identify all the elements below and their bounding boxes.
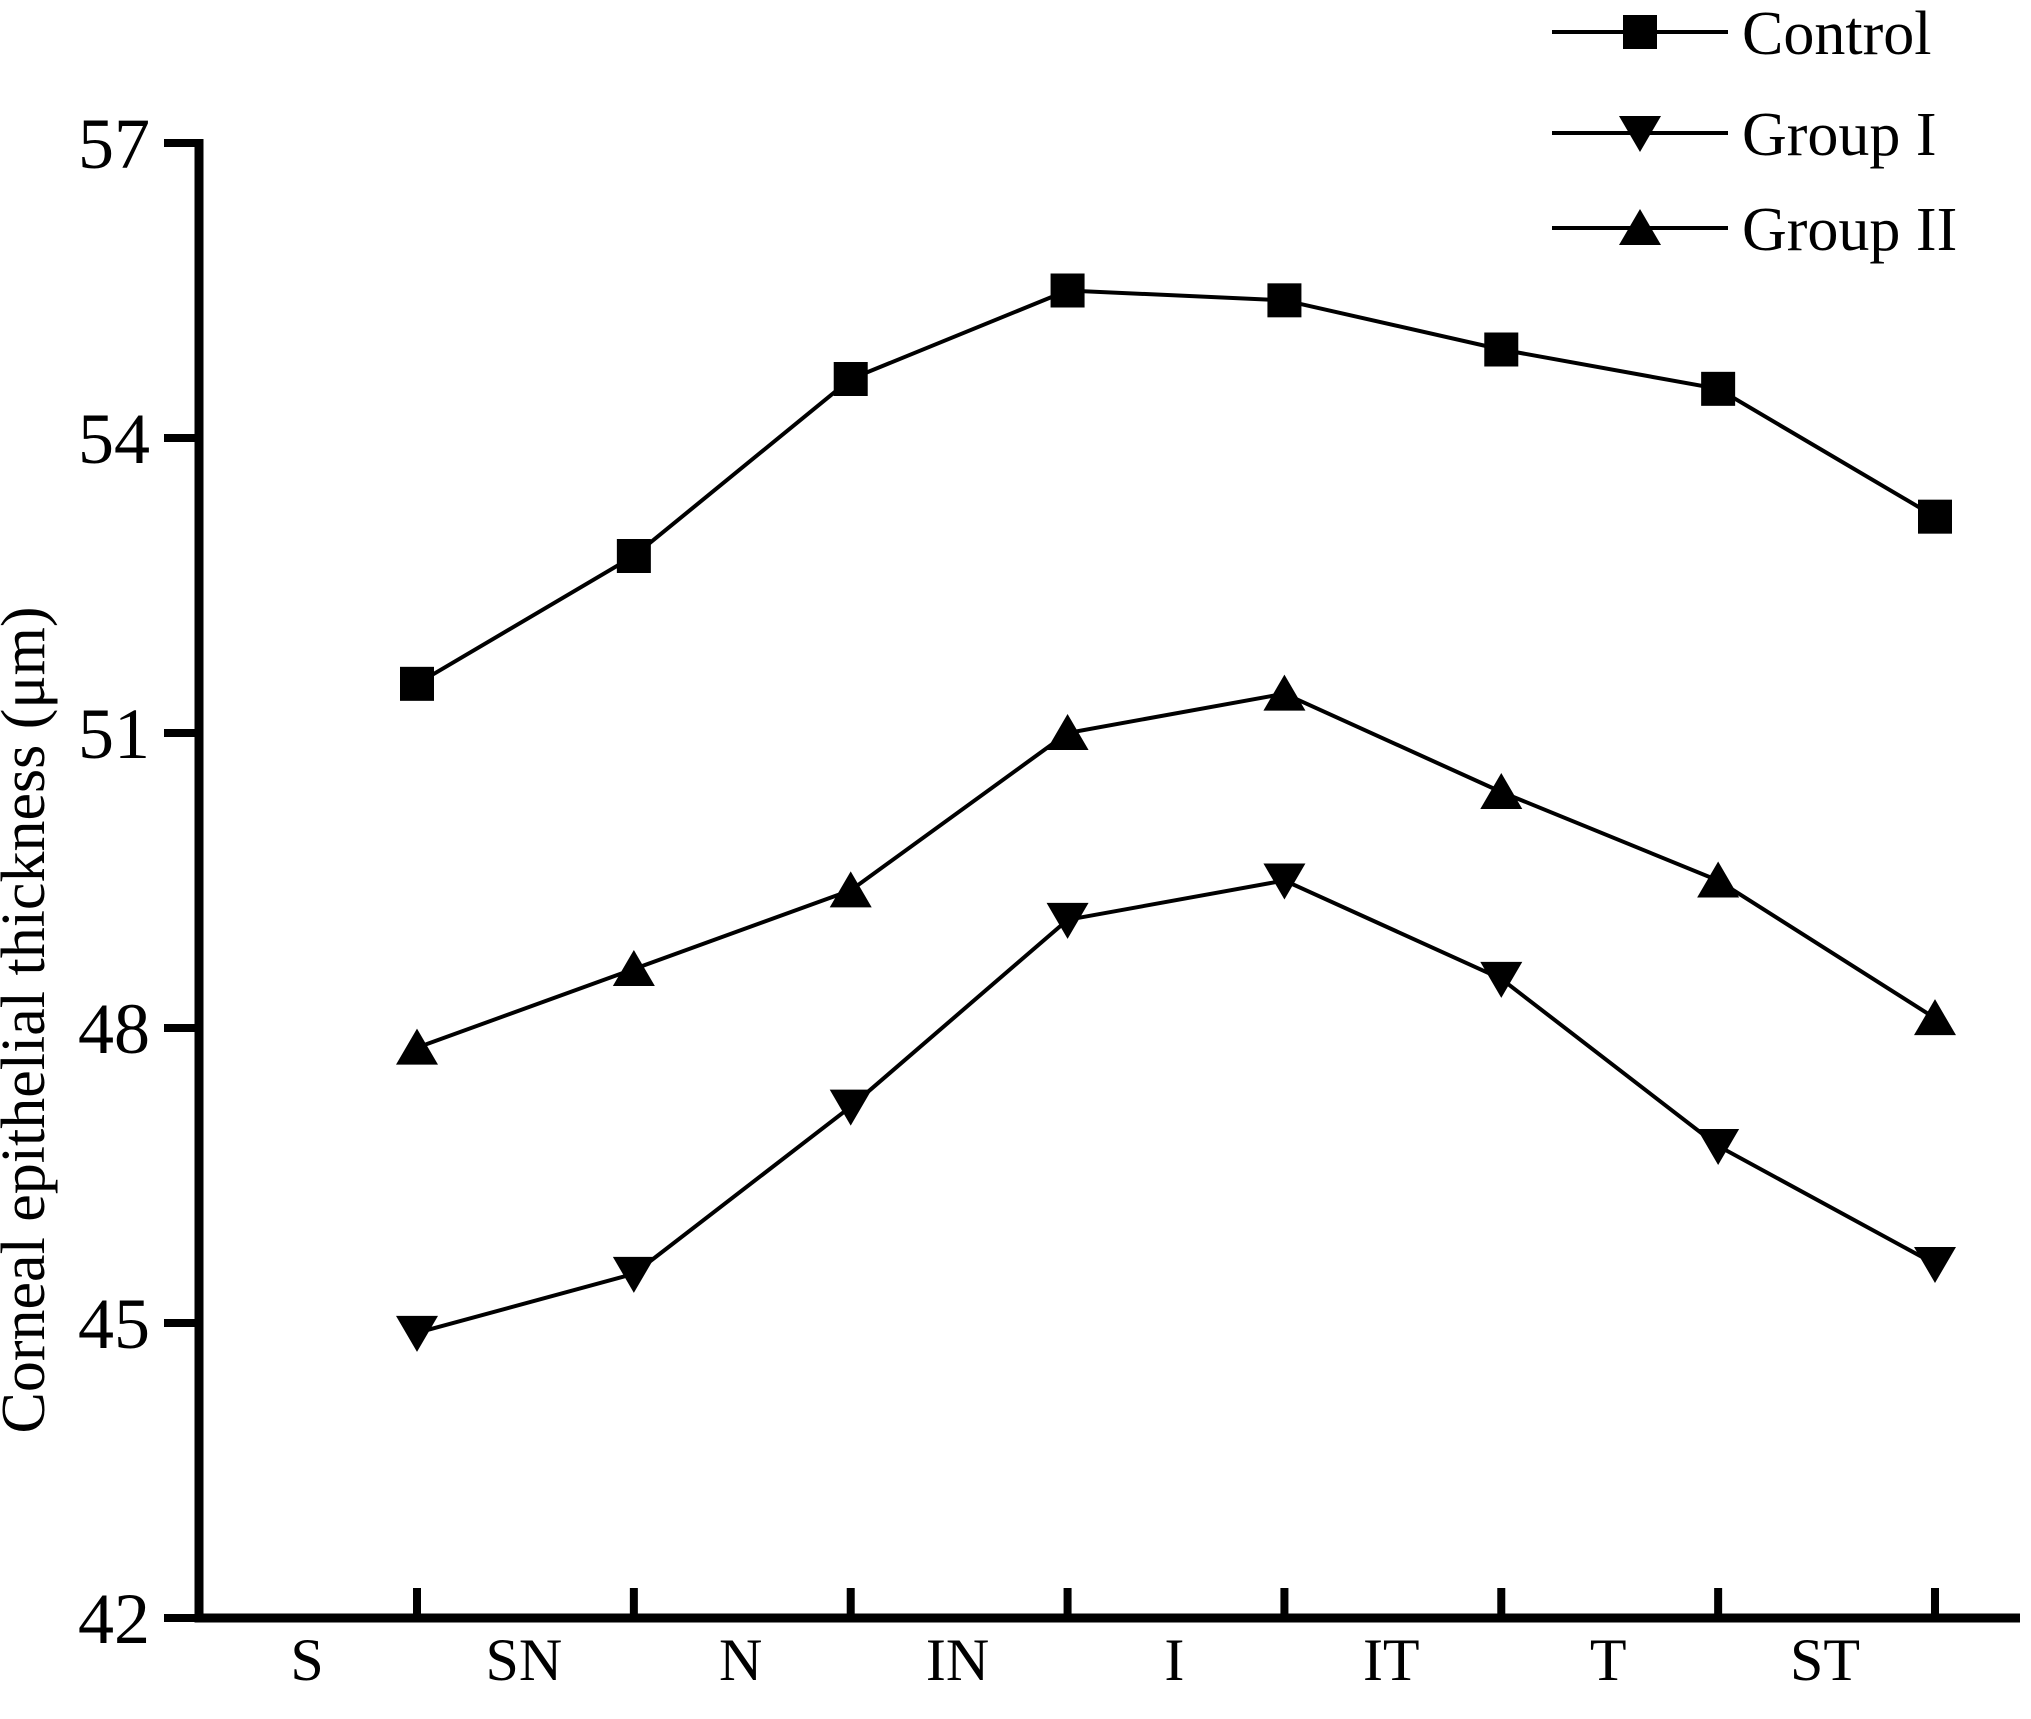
series-group-ii [396,674,1956,1065]
x-tick-label: IN [926,1627,989,1693]
square-marker-icon [400,666,434,701]
legend-item-group-ii: Group II [1552,196,1957,264]
legend-item-control: Control [1552,0,1931,68]
series-line-group-i [416,878,1936,1335]
triangle-up-marker-icon [612,950,655,986]
square-marker-icon [1701,371,1736,406]
legend-item-group-i: Group I [1552,101,1937,169]
legend-label: Group I [1742,101,1937,169]
y-axis-title: Corneal epithelial thickness (μm) [0,607,58,1434]
triangle-up-marker-icon [1480,773,1523,809]
x-tick-label: IT [1363,1627,1420,1693]
triangle-up-marker-icon [396,1028,438,1065]
triangle-down-marker-icon [1046,902,1089,939]
legend-label: Group II [1742,196,1957,264]
series-line-control [415,288,1937,686]
square-marker-icon [833,362,868,396]
triangle-down-marker-icon [1480,961,1523,998]
x-tick-label: T [1590,1627,1627,1693]
y-tick-label: 54 [78,399,150,479]
legend: Control Group I Group II [1552,0,1957,264]
triangle-up-marker-icon [1046,714,1089,750]
triangle-up-marker-icon [829,871,872,908]
square-marker-icon [1267,283,1302,318]
triangle-up-marker-icon [1263,674,1306,711]
square-marker-icon [616,539,651,573]
y-tick-label: 57 [78,104,150,184]
square-marker-icon [1917,499,1952,534]
legend-label: Control [1742,0,1931,68]
y-tick-label: 48 [78,989,150,1069]
triangle-up-marker-icon [1619,209,1661,245]
triangle-down-marker-icon [1697,1129,1740,1165]
x-tick-label: I [1164,1627,1184,1693]
square-marker-icon [1484,332,1519,367]
x-tick-label: N [719,1627,762,1693]
y-tick-label: 42 [78,1579,150,1659]
y-axis-ticks: 42 45 48 51 54 57 [78,104,199,1659]
x-tick-label: SN [486,1627,563,1693]
square-marker-icon [1050,273,1085,308]
x-axis-ticks: S SN N IN I IT T ST [290,1588,1939,1693]
series-group-i [396,863,1956,1352]
triangle-down-marker-icon [1263,863,1306,900]
triangle-down-marker-icon [1619,116,1661,152]
triangle-up-marker-icon [1697,861,1740,898]
x-tick-label: ST [1790,1627,1860,1693]
triangle-down-marker-icon [829,1089,872,1126]
square-marker-icon [1623,15,1657,49]
triangle-up-marker-icon [1913,999,1956,1036]
triangle-down-marker-icon [612,1256,655,1293]
triangle-down-marker-icon [1913,1247,1956,1283]
series-control [400,273,1952,701]
x-tick-label: S [290,1627,323,1693]
triangle-down-marker-icon [396,1315,438,1352]
y-tick-label: 51 [78,694,150,774]
series-line-group-ii [416,691,1937,1050]
y-tick-label: 45 [78,1284,150,1364]
